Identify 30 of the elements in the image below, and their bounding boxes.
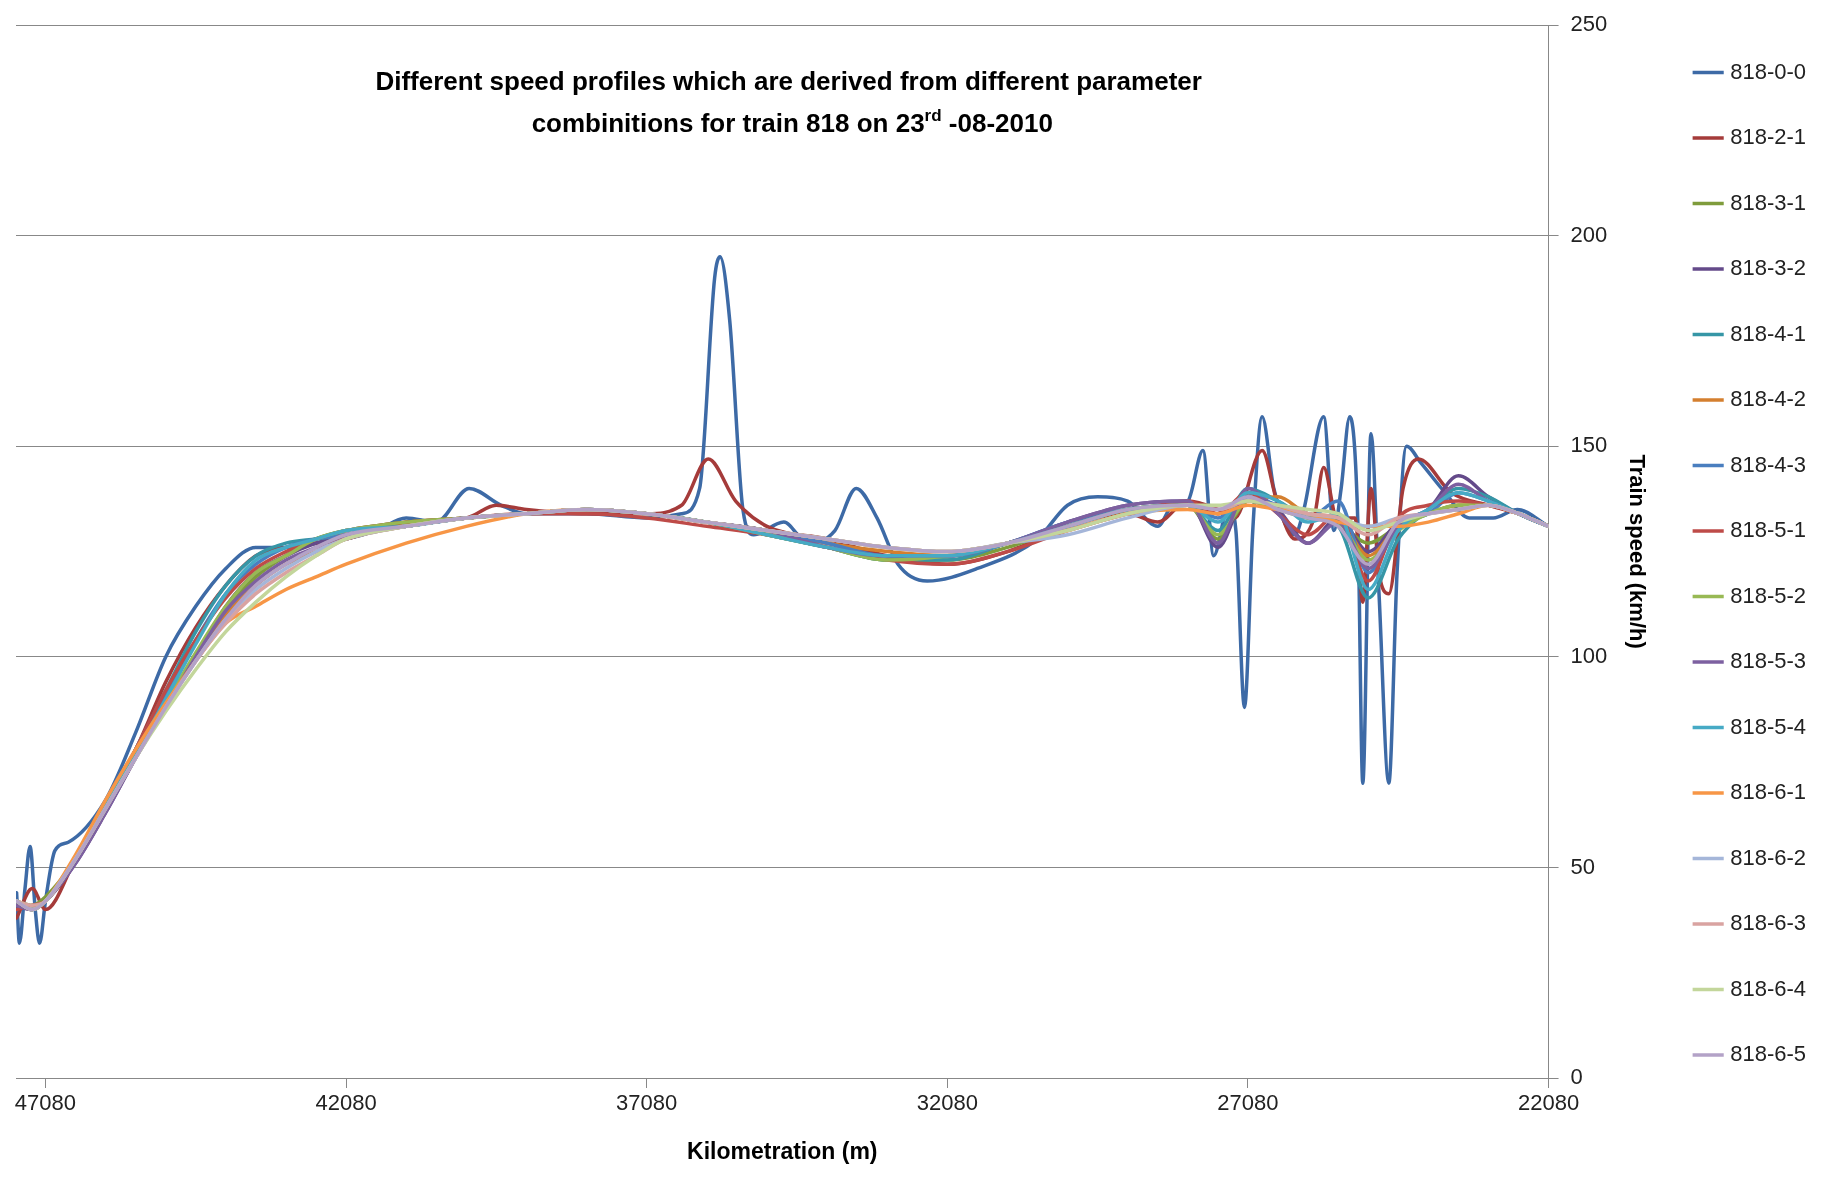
legend-label: 818-5-3 (1730, 648, 1807, 674)
x-tick-label: 32080 (916, 1090, 978, 1116)
y-tick-label: 200 (1570, 221, 1608, 247)
legend-label: 818-4-3 (1730, 451, 1807, 477)
x-tick-label: 37080 (616, 1090, 678, 1116)
legend-label: 818-4-2 (1730, 386, 1807, 412)
legend-label: 818-3-1 (1730, 189, 1807, 215)
legend-label: 818-6-4 (1730, 975, 1807, 1001)
y-tick-label: 250 (1570, 11, 1608, 37)
x-tick-label: 47080 (14, 1090, 77, 1116)
y-tick-label: 150 (1570, 432, 1608, 458)
legend-label: 818-3-2 (1730, 255, 1807, 281)
legend-label: 818-4-1 (1730, 320, 1807, 346)
x-tick-label: 42080 (315, 1090, 377, 1116)
legend-label: 818-2-1 (1730, 124, 1807, 150)
legend-label: 818-5-1 (1730, 517, 1807, 543)
x-axis-title: Kilometration (m) (687, 1137, 878, 1164)
legend-label: 818-6-1 (1730, 779, 1807, 805)
legend-label: 818-5-2 (1730, 582, 1807, 608)
legend-label: 818-0-0 (1730, 58, 1807, 84)
legend-label: 818-6-2 (1730, 844, 1807, 870)
legend-label: 818-5-4 (1730, 713, 1807, 739)
legend-label: 818-6-3 (1730, 910, 1807, 936)
y-axis-title: Train speed (km/h) (1625, 454, 1651, 649)
x-tick-label: 27080 (1217, 1090, 1279, 1116)
y-tick-label: 100 (1570, 642, 1608, 668)
y-tick-label: 0 (1570, 1064, 1583, 1090)
x-tick-label: 22080 (1517, 1090, 1580, 1116)
y-tick-label: 50 (1570, 853, 1596, 879)
legend-label: 818-6-5 (1730, 1041, 1807, 1067)
